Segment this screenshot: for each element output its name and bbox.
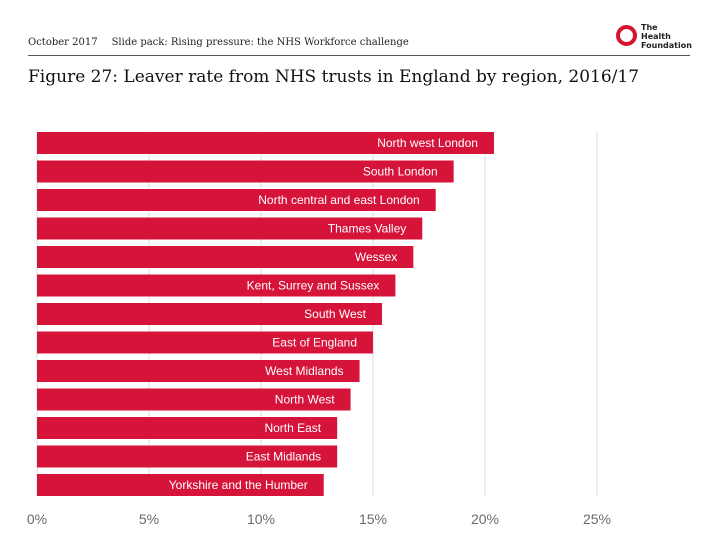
bar <box>37 331 373 354</box>
bar <box>37 160 454 183</box>
bar-category-label: Yorkshire and the Humber <box>169 478 308 492</box>
bar-category-label: South West <box>304 307 366 321</box>
bar <box>37 303 382 325</box>
bar <box>37 189 436 211</box>
x-tick-label: 5% <box>139 511 159 527</box>
x-tick-label: 10% <box>247 511 275 527</box>
bar-category-label: West Midlands <box>265 364 343 378</box>
header-divider <box>28 55 690 56</box>
bar-category-label: North East <box>264 421 321 435</box>
bar-category-label: North West <box>275 393 335 407</box>
logo-ring-icon <box>616 25 637 46</box>
bar-category-label: North west London <box>377 136 478 150</box>
bar-category-label: North central and east London <box>258 193 419 207</box>
bar-category-label: South London <box>363 165 438 179</box>
bar <box>37 217 423 240</box>
bar-category-label: Thames Valley <box>328 222 406 236</box>
header-slide-pack: Slide pack: Rising pressure: the NHS Wor… <box>111 37 409 48</box>
bar <box>37 274 396 297</box>
x-tick-label: 25% <box>583 511 611 527</box>
logo-line-1: The <box>641 23 658 32</box>
health-foundation-logo: The Health Foundation <box>616 22 696 52</box>
header-date: October 2017 <box>28 37 98 48</box>
bar <box>37 417 338 439</box>
bar <box>37 132 494 154</box>
x-tick-label: 0% <box>27 511 47 527</box>
tick-layer: 0% 5% 10% 15% 20% 25% <box>27 511 611 527</box>
bar-category-label: East of England <box>272 336 357 350</box>
logo-line-3: Foundation <box>641 41 692 50</box>
figure-title: Figure 27: Leaver rate from NHS trusts i… <box>28 67 640 87</box>
bar <box>37 445 338 468</box>
bar-category-label: Kent, Surrey and Sussex <box>247 279 380 293</box>
bar-category-label: East Midlands <box>246 450 321 464</box>
slide-header: October 2017 Slide pack: Rising pressure:… <box>28 37 409 48</box>
bar <box>37 388 351 411</box>
x-tick-label: 15% <box>359 511 387 527</box>
bar <box>37 360 360 382</box>
bar-layer: North west London South London North centr… <box>37 132 494 496</box>
logo-line-2: Health <box>641 32 671 41</box>
bar-category-label: Wessex <box>355 250 397 264</box>
bar <box>37 246 414 268</box>
logo-text: The Health Foundation <box>641 23 701 50</box>
x-tick-label: 20% <box>471 511 499 527</box>
bar <box>37 474 324 496</box>
